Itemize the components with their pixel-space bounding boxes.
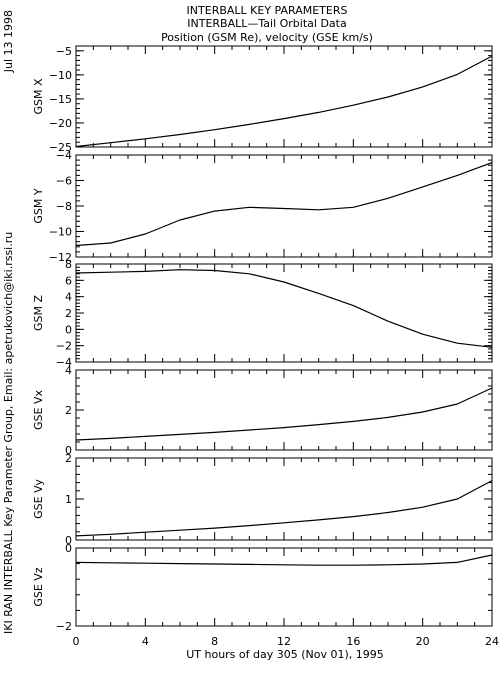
y-axis-label-6: GSE Vz — [32, 567, 45, 606]
x-tick-label: 20 — [416, 635, 430, 648]
y-axis-label-4: GSE Vx — [32, 390, 45, 430]
panel-frame-6 — [75, 547, 493, 627]
x-tick-label: 24 — [485, 635, 499, 648]
y-tick-label: 0 — [65, 534, 72, 547]
y-axis-label-2: GSM Y — [32, 188, 45, 223]
title-line-1: INTERBALL KEY PARAMETERS — [187, 4, 348, 17]
y-tick-label: −4 — [56, 149, 72, 162]
y-tick-label: 1 — [65, 493, 72, 506]
y-tick-label: 8 — [65, 258, 72, 271]
series-line-5 — [75, 480, 493, 537]
y-tick-label: −10 — [49, 69, 72, 82]
x-tick-label: 8 — [211, 635, 218, 648]
y-tick-label: −5 — [56, 45, 72, 58]
y-tick-label: −15 — [49, 93, 72, 106]
title-line-3: Position (GSM Re), velocity (GSE km/s) — [161, 31, 373, 44]
panel-frame-1 — [75, 45, 493, 148]
x-tick-label: 4 — [142, 635, 149, 648]
series-line-1 — [75, 55, 493, 148]
y-axis-label-1: GSM X — [32, 78, 45, 114]
x-axis-label: UT hours of day 305 (Nov 01), 1995 — [186, 648, 384, 661]
series-line-4 — [75, 387, 493, 441]
y-tick-label: 2 — [65, 452, 72, 465]
y-tick-label: −2 — [56, 340, 72, 353]
y-tick-label: 4 — [65, 364, 72, 377]
y-tick-label: −6 — [56, 175, 72, 188]
y-axis-label-3: GSM Z — [32, 295, 45, 331]
panel-frame-2 — [75, 154, 493, 258]
x-tick-label: 16 — [346, 635, 360, 648]
y-tick-label: −20 — [49, 117, 72, 130]
series-line-6 — [75, 554, 493, 566]
y-tick-label: −4 — [56, 356, 72, 369]
panel-frame-3 — [75, 263, 493, 363]
y-tick-label: −8 — [56, 200, 72, 213]
y-tick-label: 4 — [65, 291, 72, 304]
panel-frame-5 — [75, 457, 493, 541]
y-tick-label: 2 — [65, 404, 72, 417]
y-tick-label: −12 — [49, 251, 72, 264]
y-axis-label-5: GSE Vy — [32, 479, 45, 519]
y-tick-label: 0 — [65, 323, 72, 336]
y-tick-label: −2 — [56, 620, 72, 633]
series-line-3 — [75, 269, 493, 348]
y-tick-label: 0 — [65, 444, 72, 457]
x-tick-label: 0 — [73, 635, 80, 648]
contact-side-text: IKI RAN INTERBALL Key Parameter Group, E… — [2, 232, 15, 634]
y-tick-label: 2 — [65, 307, 72, 320]
y-tick-label: 6 — [65, 274, 72, 287]
y-tick-label: −10 — [49, 226, 72, 239]
date-stamp: Jul 13 1998 — [2, 10, 15, 73]
series-line-2 — [75, 162, 493, 247]
title-line-2: INTERBALL—Tail Orbital Data — [187, 17, 346, 30]
y-tick-label: 0 — [65, 542, 72, 555]
x-tick-label: 12 — [277, 635, 291, 648]
y-tick-label: −25 — [49, 141, 72, 154]
